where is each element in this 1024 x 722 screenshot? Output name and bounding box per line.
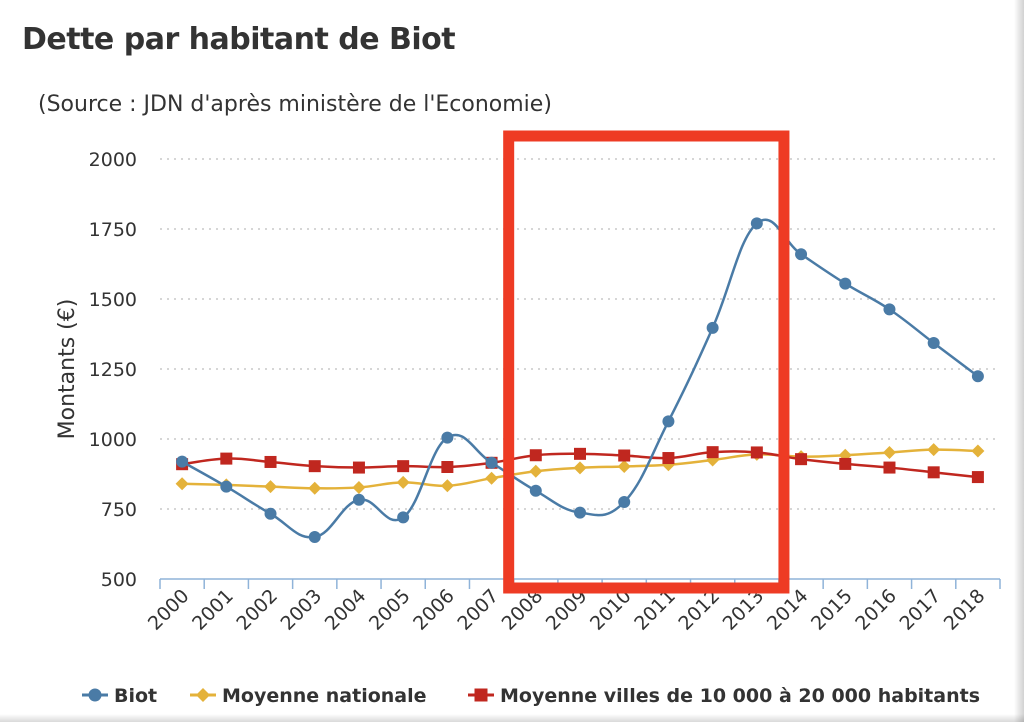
x-tick-label: 2017 <box>895 585 945 635</box>
data-point <box>574 447 586 460</box>
data-point <box>485 471 499 485</box>
x-tick-label: 2018 <box>940 585 990 635</box>
data-point <box>662 452 675 465</box>
highlight-box <box>503 130 790 594</box>
data-point <box>264 507 277 520</box>
x-tick-label: 2003 <box>277 585 327 635</box>
data-point <box>839 457 852 470</box>
data-point <box>308 460 321 473</box>
x-tick-label: 2016 <box>851 585 901 635</box>
x-tick-label: 2006 <box>409 585 459 635</box>
data-point <box>883 461 896 474</box>
x-tick-label: 2000 <box>144 585 194 635</box>
data-point <box>927 443 941 457</box>
data-point <box>750 217 763 230</box>
data-point <box>750 446 763 459</box>
data-point <box>352 493 365 506</box>
data-point <box>308 531 321 543</box>
chart-title: Dette par habitant de Biot <box>22 22 456 57</box>
x-tick-label: 2005 <box>365 585 415 635</box>
data-point <box>176 455 189 468</box>
data-point <box>529 449 542 462</box>
data-point <box>308 481 322 495</box>
y-tick-label: 1000 <box>89 429 137 451</box>
data-point <box>927 336 940 349</box>
x-tick-label: 2007 <box>453 585 503 635</box>
x-tick-label: 2001 <box>188 585 238 635</box>
data-point <box>220 452 233 465</box>
data-point <box>882 445 896 459</box>
data-point <box>971 370 984 383</box>
data-point <box>175 477 189 491</box>
data-point <box>397 511 410 524</box>
legend-label: Moyenne villes de 10 000 à 20 000 habita… <box>500 685 980 707</box>
legend-label: Biot <box>114 685 157 707</box>
data-point <box>529 464 543 478</box>
data-point <box>220 480 233 493</box>
data-point <box>662 415 675 428</box>
data-point <box>839 277 852 290</box>
data-point <box>396 475 410 489</box>
data-point <box>264 480 278 494</box>
x-tick-label: 2002 <box>232 585 282 635</box>
y-tick-label: 2000 <box>89 149 137 171</box>
data-point <box>529 484 542 497</box>
y-tick-label: 1500 <box>89 289 137 311</box>
data-point <box>574 506 586 519</box>
x-tick-label: 2015 <box>807 585 857 635</box>
data-point <box>971 471 984 484</box>
data-point <box>440 479 454 493</box>
y-tick-label: 750 <box>101 499 137 521</box>
data-point <box>971 444 985 458</box>
legend-label: Moyenne nationale <box>222 685 427 707</box>
data-point <box>618 449 631 462</box>
data-point <box>706 446 719 459</box>
data-point <box>352 461 365 474</box>
data-point <box>485 456 498 469</box>
data-point <box>706 321 719 334</box>
data-point <box>795 453 808 466</box>
data-point <box>617 459 631 473</box>
legend-marker <box>196 688 210 702</box>
data-point <box>883 303 896 316</box>
y-tick-label: 1250 <box>89 359 137 381</box>
legend-marker <box>88 688 102 702</box>
data-point <box>397 460 410 473</box>
chart-subtitle: (Source : JDN d'après ministère de l'Eco… <box>38 92 552 117</box>
data-point <box>618 496 631 508</box>
legend-marker <box>474 688 488 702</box>
data-point <box>441 461 454 473</box>
data-point <box>352 480 366 494</box>
series-line-0 <box>181 218 979 539</box>
data-point <box>795 248 808 261</box>
data-point <box>927 466 940 479</box>
data-point <box>264 455 277 468</box>
x-tick-label: 2004 <box>321 585 371 635</box>
data-point <box>441 431 454 444</box>
y-tick-label: 500 <box>101 569 137 591</box>
data-point <box>573 461 587 475</box>
y-tick-label: 1750 <box>89 219 137 241</box>
y-axis-title: Montants (€) <box>55 299 80 440</box>
